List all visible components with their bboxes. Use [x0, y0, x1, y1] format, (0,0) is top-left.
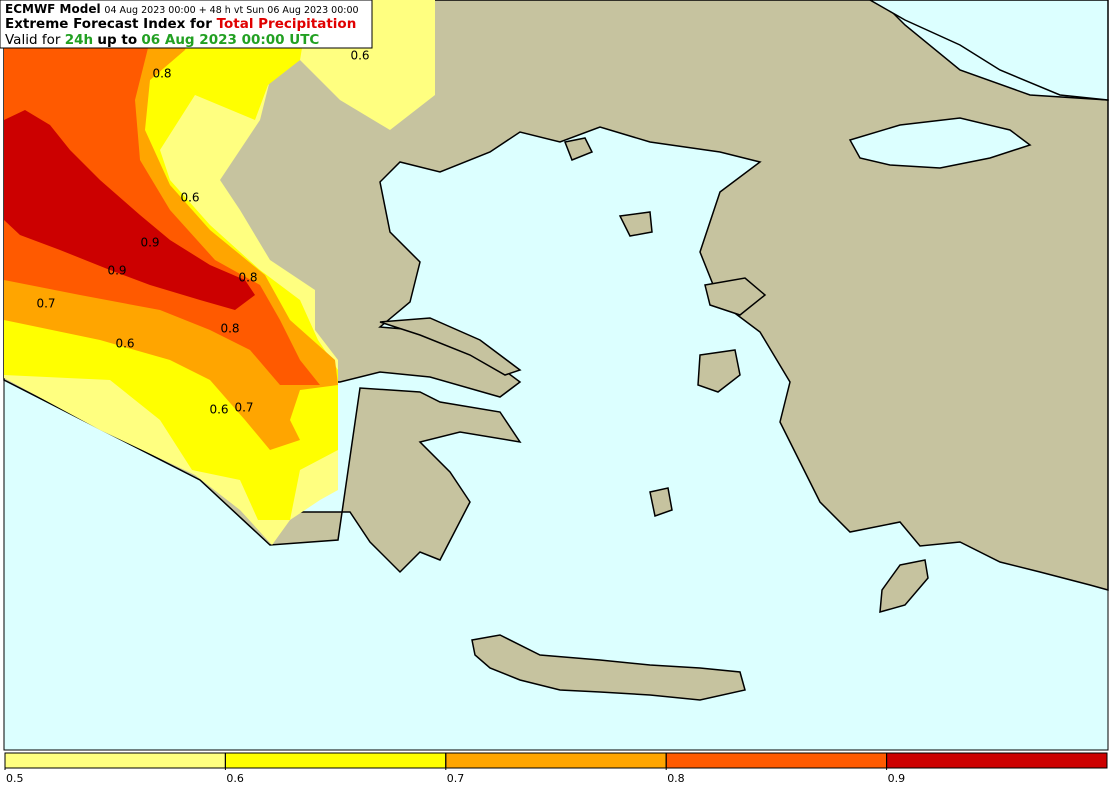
valid-time: 06 Aug 2023 00:00 UTC — [141, 32, 319, 48]
contour-label: 0.6 — [115, 337, 134, 351]
euboea — [379, 317, 522, 376]
run-info: 04 Aug 2023 00:00 + 48 h vt Sun 06 Aug 2… — [104, 5, 358, 16]
contour-label: 0.6 — [180, 191, 199, 205]
chios — [704, 277, 767, 316]
colorbar-label: 0.9 — [888, 772, 906, 783]
naxos — [649, 487, 673, 517]
colorbar-segment — [445, 752, 667, 769]
contour-label: 0.7 — [36, 297, 55, 311]
header-line2: Extreme Forecast Index for Total Precipi… — [5, 16, 356, 32]
marmara-sea — [848, 117, 1032, 169]
header-box — [0, 0, 373, 49]
contour-label: 0.9 — [107, 264, 126, 278]
header-line3: Valid for 24h up to 06 Aug 2023 00:00 UT… — [5, 32, 319, 48]
colorbar-label: 0.5 — [6, 772, 24, 783]
period: 24h — [65, 32, 93, 48]
valid-prefix: Valid for — [5, 32, 61, 48]
colorbar-segment — [886, 752, 1108, 769]
colorbar-label: 0.8 — [667, 772, 685, 783]
rhodes — [879, 559, 929, 614]
lemnos — [618, 211, 653, 237]
contour-label: 0.8 — [220, 322, 239, 336]
valid-middle: up to — [97, 32, 137, 48]
model: ECMWF Model — [5, 2, 101, 16]
header-line1: ECMWF Model 04 Aug 2023 00:00 + 48 h vt … — [5, 2, 359, 16]
colorbar-label: 0.7 — [447, 772, 465, 783]
contour-label: 0.6 — [209, 403, 228, 417]
efi-0.9 — [4, 110, 255, 310]
colorbar-segment — [224, 752, 447, 769]
contour-label: 0.7 — [234, 401, 253, 415]
black-sea — [868, 0, 1109, 101]
title-prefix: Extreme Forecast Index for — [5, 16, 212, 32]
contour-label: 0.8 — [152, 67, 171, 81]
contour-label: 0.8 — [238, 271, 257, 285]
crete — [471, 634, 746, 701]
thasos — [563, 137, 594, 161]
colorbar-label: 0.6 — [226, 772, 244, 783]
contour-label: 0.6 — [350, 49, 369, 63]
colorbar-segment — [4, 752, 226, 769]
colorbar-segment — [665, 752, 888, 769]
lesvos — [697, 349, 741, 393]
contour-label: 0.9 — [140, 236, 159, 250]
parameter: Total Precipitation — [217, 16, 357, 32]
